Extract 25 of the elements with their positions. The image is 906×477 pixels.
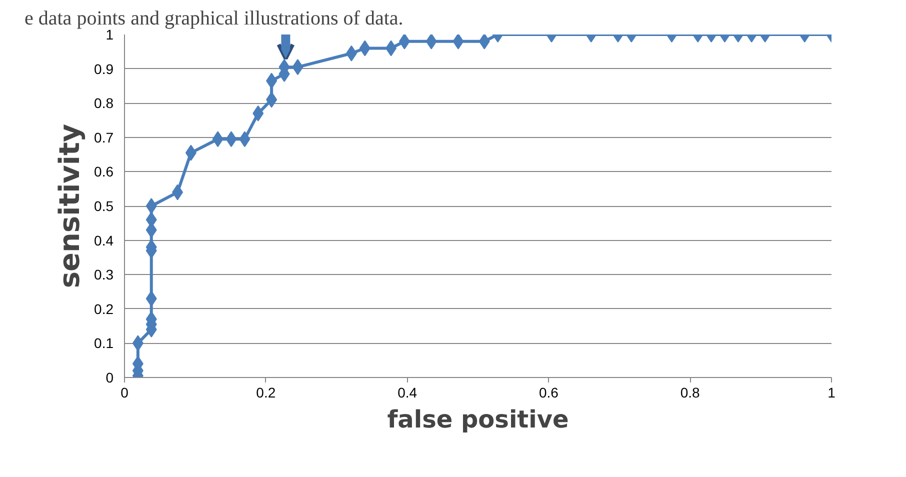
x-tick-label: 0.2	[256, 384, 276, 400]
y-tick-label: 0.7	[94, 129, 114, 146]
y-tick-label: 0.6	[94, 164, 114, 180]
x-axis-title: false positive	[387, 406, 569, 434]
y-tick-label: 0.5	[94, 198, 114, 214]
y-tick-label: 0.1	[94, 335, 114, 352]
y-tick-label: 0.8	[94, 95, 114, 112]
x-tick-label: 1	[828, 384, 836, 400]
y-tick-label: 0.9	[94, 60, 114, 77]
point	[146, 198, 157, 214]
text: e data points and graphical illustrations of data.	[24, 8, 404, 30]
y-tick-label: 0.4	[94, 232, 114, 248]
y-tick-label: 0.3	[94, 266, 114, 283]
y-tick-label: 0.2	[94, 300, 114, 317]
x-tick-label: 0.8	[680, 384, 700, 400]
y-tick-label: 0	[106, 370, 114, 386]
x-tick-label: 0	[120, 384, 129, 400]
x-tick-label: 0.4	[398, 384, 418, 400]
point	[478, 34, 490, 50]
point	[452, 34, 464, 50]
point	[426, 34, 437, 50]
point	[398, 34, 410, 50]
y-tick-label: 1	[106, 26, 114, 42]
y-axis-title: sensitivity	[53, 124, 86, 288]
x-tick-label: 0.6	[538, 384, 559, 400]
